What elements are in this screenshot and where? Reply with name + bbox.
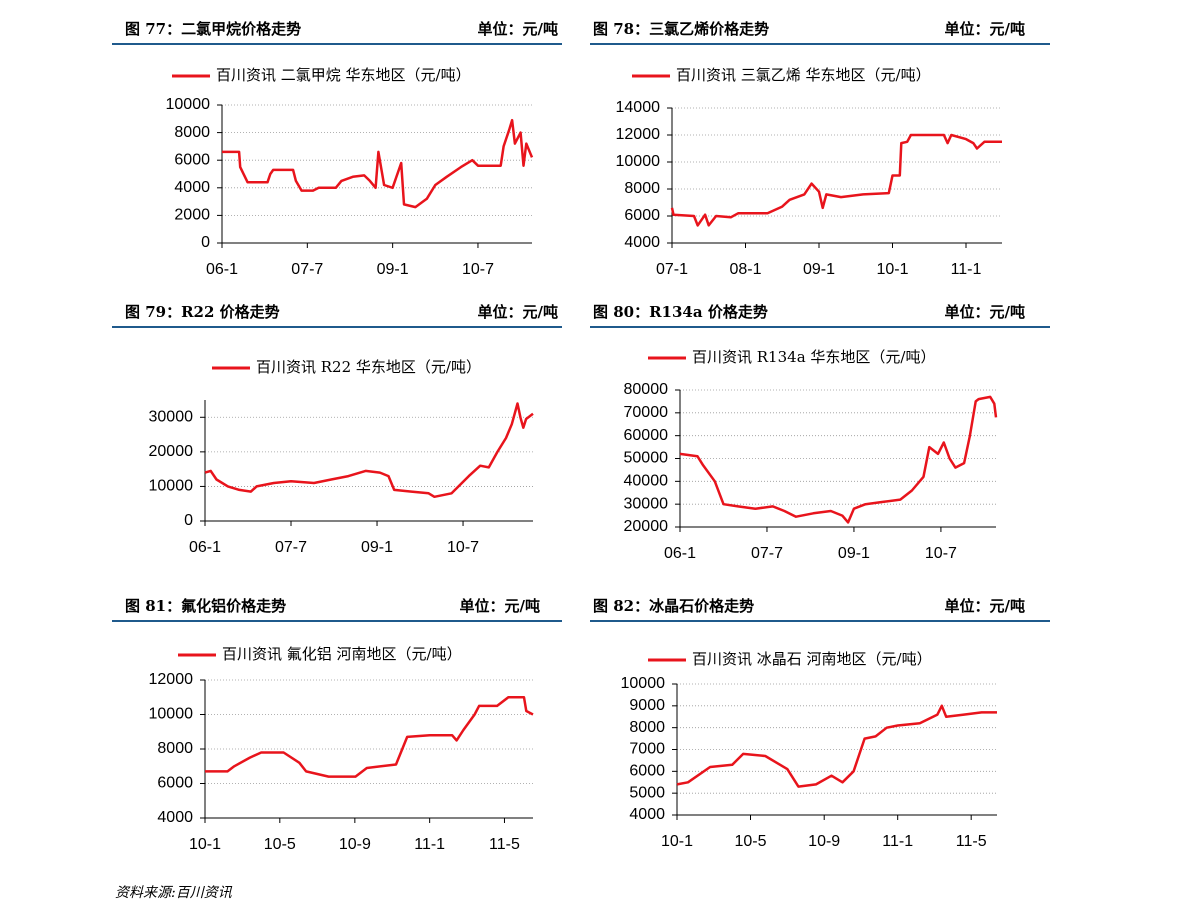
x-tick-label: 11-5 <box>956 833 987 850</box>
unit-label: 单位：元/吨 <box>460 597 540 615</box>
x-tick-label: 06-1 <box>206 261 238 278</box>
y-tick-label: 6000 <box>629 763 665 780</box>
y-tick-label: 8000 <box>624 180 660 197</box>
x-tick-label: 10-7 <box>925 545 957 562</box>
y-tick-label: 50000 <box>624 450 669 467</box>
y-tick-label: 12000 <box>149 671 194 688</box>
y-tick-label: 6000 <box>157 775 193 792</box>
unit-label: 单位：元/吨 <box>478 20 558 38</box>
x-tick-label: 10-5 <box>734 833 766 850</box>
y-tick-label: 4000 <box>629 806 665 823</box>
source-note: 资料来源:百川资讯 <box>115 885 233 901</box>
y-tick-label: 0 <box>184 512 193 529</box>
y-tick-label: 70000 <box>624 404 669 421</box>
y-tick-label: 8000 <box>174 124 210 141</box>
y-tick-label: 8000 <box>157 740 193 757</box>
x-tick-label: 10-9 <box>339 836 371 853</box>
x-tick-label: 09-1 <box>838 545 870 562</box>
x-tick-label: 10-1 <box>661 833 693 850</box>
x-tick-label: 11-1 <box>414 836 445 853</box>
y-tick-label: 10000 <box>149 706 194 723</box>
x-tick-label: 09-1 <box>361 539 393 556</box>
x-tick-label: 07-7 <box>291 261 323 278</box>
x-tick-label: 07-7 <box>275 539 307 556</box>
y-tick-label: 14000 <box>616 99 661 116</box>
y-tick-label: 2000 <box>174 207 210 224</box>
x-tick-label: 11-1 <box>951 261 982 278</box>
chart-title: 图 82：冰晶石价格走势 <box>593 597 754 615</box>
x-tick-label: 10-9 <box>808 833 840 850</box>
x-tick-label: 07-7 <box>751 545 783 562</box>
data-line <box>222 118 534 209</box>
data-line <box>676 704 997 788</box>
legend-label: 百川资讯 R22 华东地区（元/吨） <box>256 358 481 376</box>
y-tick-label: 4000 <box>624 234 660 251</box>
x-tick-label: 10-5 <box>264 836 296 853</box>
y-tick-label: 6000 <box>624 207 660 224</box>
y-tick-label: 10000 <box>621 675 666 692</box>
x-tick-label: 09-1 <box>803 261 835 278</box>
y-tick-label: 80000 <box>624 381 669 398</box>
y-tick-label: 60000 <box>624 427 669 444</box>
y-tick-label: 7000 <box>629 741 665 758</box>
x-tick-label: 10-7 <box>447 539 479 556</box>
legend-label: 百川资讯 R134a 华东地区（元/吨） <box>692 348 935 366</box>
y-tick-label: 10000 <box>616 153 661 170</box>
y-tick-label: 20000 <box>149 443 194 460</box>
x-tick-label: 10-1 <box>876 261 908 278</box>
x-tick-label: 06-1 <box>189 539 221 556</box>
y-tick-label: 4000 <box>174 179 210 196</box>
x-tick-label: 08-1 <box>729 261 761 278</box>
unit-label: 单位：元/吨 <box>945 20 1025 38</box>
y-tick-label: 40000 <box>624 473 669 490</box>
x-tick-label: 11-1 <box>882 833 913 850</box>
y-tick-label: 9000 <box>629 697 665 714</box>
x-tick-label: 11-5 <box>489 836 520 853</box>
y-tick-label: 30000 <box>624 495 669 512</box>
chart-title: 图 77：二氯甲烷价格走势 <box>125 20 301 38</box>
y-tick-label: 10000 <box>166 96 211 113</box>
legend-label: 百川资讯 氟化铝 河南地区（元/吨） <box>222 645 462 663</box>
unit-label: 单位：元/吨 <box>945 597 1025 615</box>
chart-title: 图 80：R134a 价格走势 <box>593 303 768 321</box>
x-tick-label: 10-7 <box>462 261 494 278</box>
legend-label: 百川资讯 三氯乙烯 华东地区（元/吨） <box>676 66 931 84</box>
data-line <box>679 395 998 524</box>
chart-title: 图 79：R22 价格走势 <box>125 303 280 321</box>
unit-label: 单位：元/吨 <box>945 303 1025 321</box>
x-tick-label: 07-1 <box>656 261 688 278</box>
y-tick-label: 20000 <box>624 518 669 535</box>
y-tick-label: 30000 <box>149 409 194 426</box>
y-tick-label: 10000 <box>149 478 194 495</box>
legend-label: 百川资讯 冰晶石 河南地区（元/吨） <box>692 650 932 668</box>
data-line <box>670 133 1002 227</box>
y-tick-label: 0 <box>201 234 210 251</box>
x-tick-label: 06-1 <box>664 545 696 562</box>
data-line <box>204 402 534 499</box>
y-tick-label: 6000 <box>174 151 210 168</box>
x-tick-label: 09-1 <box>377 261 409 278</box>
y-tick-label: 12000 <box>616 126 661 143</box>
data-line <box>205 696 534 778</box>
unit-label: 单位：元/吨 <box>478 303 558 321</box>
chart-title: 图 81：氟化铝价格走势 <box>125 597 286 615</box>
y-tick-label: 8000 <box>629 719 665 736</box>
y-tick-label: 4000 <box>157 809 193 826</box>
chart-title: 图 78：三氯乙烯价格走势 <box>593 20 769 38</box>
y-tick-label: 5000 <box>629 784 665 801</box>
legend-label: 百川资讯 二氯甲烷 华东地区（元/吨） <box>216 66 471 84</box>
x-tick-label: 10-1 <box>189 836 221 853</box>
